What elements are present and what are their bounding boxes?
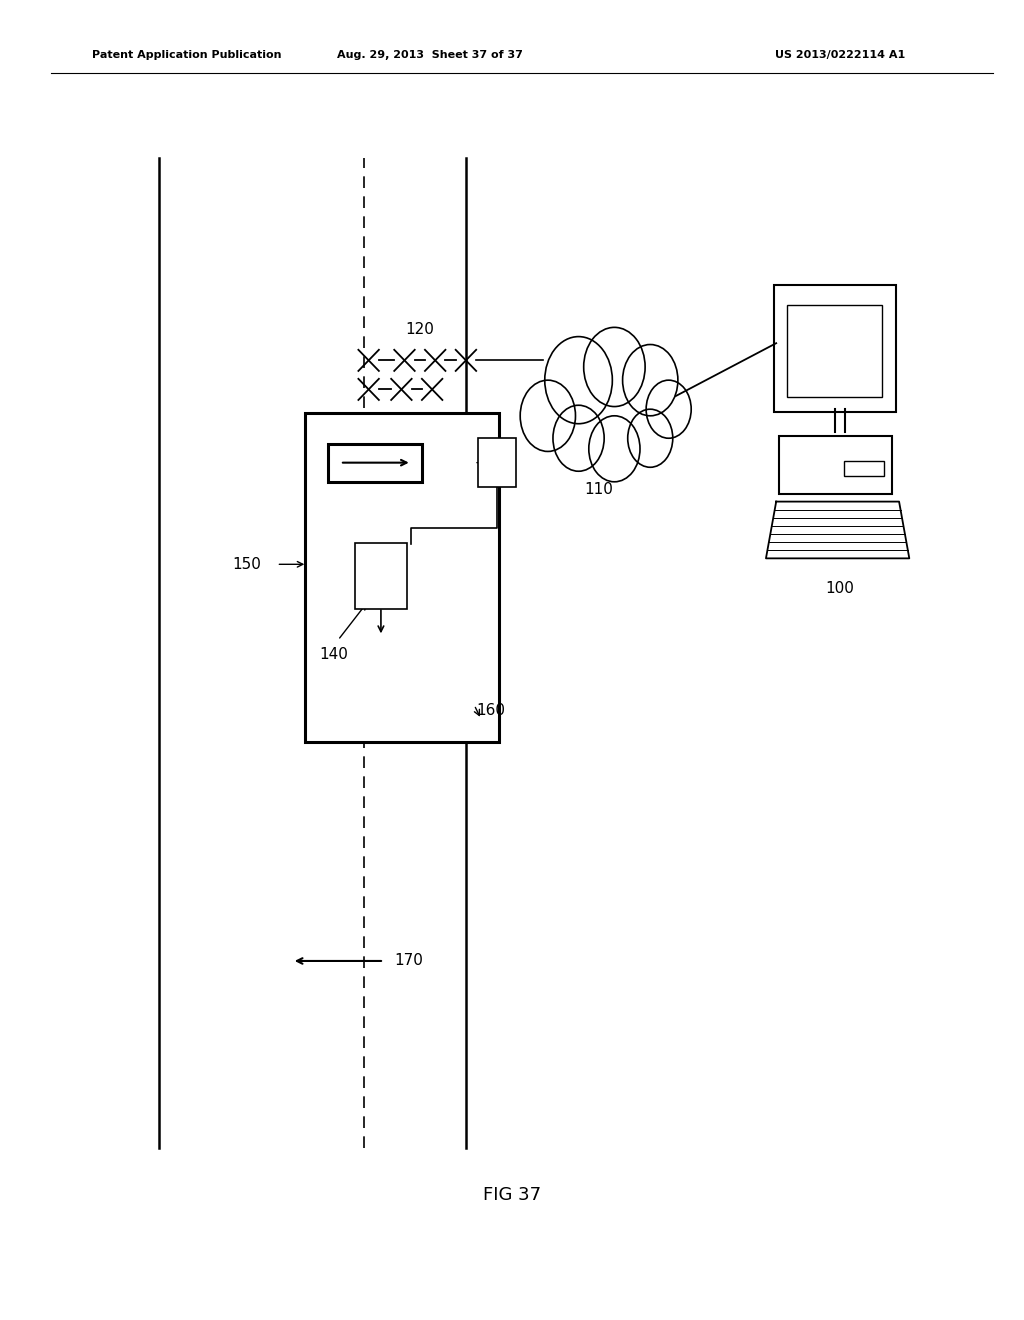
Text: 110: 110: [585, 482, 613, 496]
Circle shape: [646, 380, 691, 438]
Text: 170: 170: [394, 953, 423, 969]
Text: Patent Application Publication: Patent Application Publication: [92, 50, 282, 61]
Text: 150: 150: [232, 557, 261, 572]
Text: Aug. 29, 2013  Sheet 37 of 37: Aug. 29, 2013 Sheet 37 of 37: [337, 50, 523, 61]
FancyBboxPatch shape: [774, 285, 896, 412]
Circle shape: [520, 380, 575, 451]
Text: 130: 130: [476, 455, 505, 470]
FancyBboxPatch shape: [787, 305, 882, 397]
Text: 100: 100: [825, 581, 854, 595]
Circle shape: [589, 416, 640, 482]
Circle shape: [584, 327, 645, 407]
FancyBboxPatch shape: [328, 444, 422, 482]
Text: US 2013/0222114 A1: US 2013/0222114 A1: [774, 50, 905, 61]
Text: 140: 140: [319, 647, 348, 661]
FancyBboxPatch shape: [355, 543, 407, 609]
Polygon shape: [766, 502, 909, 558]
FancyBboxPatch shape: [477, 438, 515, 487]
Text: FIG 37: FIG 37: [483, 1185, 541, 1204]
Text: 160: 160: [476, 702, 505, 718]
Circle shape: [623, 345, 678, 416]
FancyBboxPatch shape: [305, 413, 499, 742]
Circle shape: [628, 409, 673, 467]
Circle shape: [545, 337, 612, 424]
FancyBboxPatch shape: [779, 436, 892, 494]
Circle shape: [553, 405, 604, 471]
Text: 120: 120: [406, 322, 434, 337]
FancyBboxPatch shape: [844, 461, 885, 475]
